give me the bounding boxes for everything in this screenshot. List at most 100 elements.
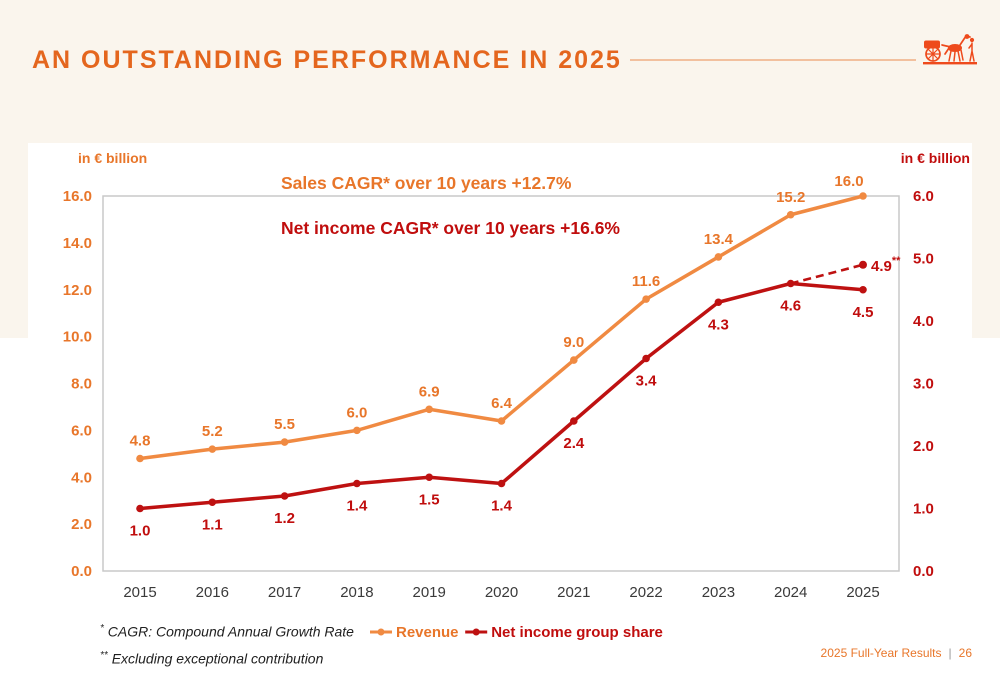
left-axis-tick-label: 4.0	[71, 469, 92, 486]
right-axis-tick-label: 4.0	[913, 313, 934, 330]
net-income-group-share-point	[859, 285, 867, 294]
footer-page-number: 26	[958, 646, 972, 660]
revenue-data-label: 15.2	[776, 189, 805, 206]
legend-label-revenue: Revenue	[396, 624, 459, 641]
revenue-data-label: 6.4	[491, 395, 513, 412]
footnotes: * CAGR: Compound Annual Growth Rate ** E…	[100, 617, 354, 670]
revenue-data-label: 13.4	[704, 231, 734, 248]
legend-label-net-income-group-share: Net income group share	[491, 624, 663, 641]
net-income-group-share-point	[353, 479, 361, 488]
groom-head-icon	[969, 37, 975, 43]
revenue-point	[353, 426, 361, 435]
net-income-group-share-data-label: 1.0	[130, 523, 151, 540]
carriage-body-icon	[924, 40, 940, 49]
plot-frame	[102, 195, 900, 572]
hermes-carriage-logo	[923, 34, 977, 65]
net-income-group-share-data-label: 2.4	[563, 435, 585, 452]
footnote-2-text: Excluding exceptional contribution	[111, 650, 324, 667]
ground-line-icon	[923, 62, 977, 65]
revenue-data-label: 5.2	[202, 423, 223, 440]
x-axis-year-label: 2020	[485, 584, 518, 601]
net-income-group-share-data-label: 4.3	[708, 316, 729, 333]
x-axis-year-label: 2018	[340, 584, 373, 601]
horse-body-icon	[948, 44, 962, 52]
revenue-data-label: 11.6	[632, 273, 660, 290]
revenue-point	[642, 295, 650, 303]
net-income-group-share-point	[280, 492, 289, 500]
x-axis-year-label: 2017	[268, 584, 301, 601]
chart-panel-upper	[28, 143, 972, 339]
header-rule	[630, 59, 916, 61]
revenue-data-label: 6.0	[346, 404, 367, 421]
legend-dot-revenue	[377, 628, 385, 636]
left-axis-tick-label: 8.0	[71, 376, 92, 393]
net-income-group-share-point	[497, 479, 506, 488]
footnote-exceptional: ** Excluding exceptional contribution	[100, 644, 354, 671]
groom-figure-icon	[968, 42, 975, 62]
revenue-point	[786, 210, 795, 219]
x-axis-year-label: 2024	[774, 584, 807, 601]
projection-data-label: 4.9**	[871, 255, 901, 275]
revenue-point	[714, 253, 723, 261]
net-income-group-share-data-label: 1.1	[202, 516, 223, 533]
x-axis-year-label: 2019	[413, 584, 446, 601]
right-axis-tick-label: 5.0	[913, 251, 934, 268]
projection-dashed-line	[790, 263, 864, 285]
revenue-point	[497, 417, 506, 425]
net-income-group-share-point	[642, 354, 650, 363]
left-axis-tick-label: 14.0	[63, 235, 92, 252]
revenue-point	[425, 405, 434, 414]
net-income-group-share-data-label: 1.2	[274, 510, 295, 527]
net-income-group-share-data-label: 4.5	[853, 304, 874, 321]
net-income-group-share-data-label: 1.5	[419, 491, 440, 508]
footer-results-label: 2025 Full-Year Results	[820, 646, 942, 660]
net-income-group-share-data-label: 3.4	[636, 373, 658, 390]
horse-legs-icon	[948, 49, 964, 62]
performance-line-chart: in € billion in € billion Sales CAGR* ov…	[63, 150, 970, 641]
revenue-point	[136, 454, 144, 463]
right-axis-tick-label: 3.0	[913, 376, 934, 393]
net-income-group-share-data-label: 1.4	[346, 498, 368, 515]
left-axis-unit-label: in € billion	[78, 150, 147, 166]
right-axis-tick-label: 2.0	[913, 438, 934, 455]
revenue-data-label: 4.8	[130, 433, 151, 450]
sales-cagr-annotation: Sales CAGR* over 10 years +12.7%	[281, 173, 572, 193]
right-axis-tick-label: 1.0	[913, 501, 934, 518]
right-axis-unit-label: in € billion	[901, 150, 970, 166]
left-axis-tick-label: 16.0	[63, 188, 92, 205]
projection-point	[859, 260, 867, 269]
wheel-spokes-icon	[925, 46, 941, 62]
x-axis-year-label: 2023	[702, 584, 735, 601]
revenue-point	[208, 445, 217, 453]
net-income-group-share-point	[136, 504, 144, 513]
net-income-group-share-point	[714, 298, 723, 307]
footnote-1-text: CAGR: Compound Annual Growth Rate	[107, 623, 354, 640]
revenue-data-label: 9.0	[563, 334, 584, 351]
footnote-2-asterisk: **	[100, 649, 108, 661]
net-income-group-share-point	[208, 498, 217, 507]
left-axis-tick-label: 10.0	[63, 329, 92, 346]
left-axis-tick-label: 0.0	[71, 563, 92, 580]
left-axis-tick-label: 12.0	[63, 282, 92, 299]
revenue-data-label: 6.9	[419, 383, 440, 400]
net-income-group-share-data-label: 1.4	[491, 498, 513, 515]
slide-footer: 2025 Full-Year Results | 26	[821, 646, 972, 660]
revenue-point	[280, 438, 289, 446]
horse-head-icon	[964, 34, 970, 39]
revenue-point	[570, 356, 578, 364]
x-axis-year-label: 2015	[123, 584, 156, 601]
net-income-group-share-point	[570, 417, 578, 425]
net-income-group-share-point	[425, 473, 434, 482]
legend-dot-net-income-group-share	[472, 628, 480, 636]
x-axis-year-label: 2022	[629, 584, 662, 601]
x-axis-year-label: 2016	[196, 584, 229, 601]
left-axis-tick-label: 2.0	[71, 516, 92, 533]
right-axis-tick-label: 6.0	[913, 188, 934, 205]
revenue-data-label: 5.5	[274, 416, 295, 433]
footnote-1-asterisk: *	[100, 623, 104, 634]
revenue-data-label: 16.0	[834, 173, 863, 190]
net-income-group-share-data-label: 4.6	[780, 298, 801, 315]
page-title: AN OUTSTANDING PERFORMANCE IN 2025	[32, 46, 622, 74]
net-income-group-share-point	[786, 279, 795, 288]
x-axis-year-label: 2025	[846, 584, 879, 601]
